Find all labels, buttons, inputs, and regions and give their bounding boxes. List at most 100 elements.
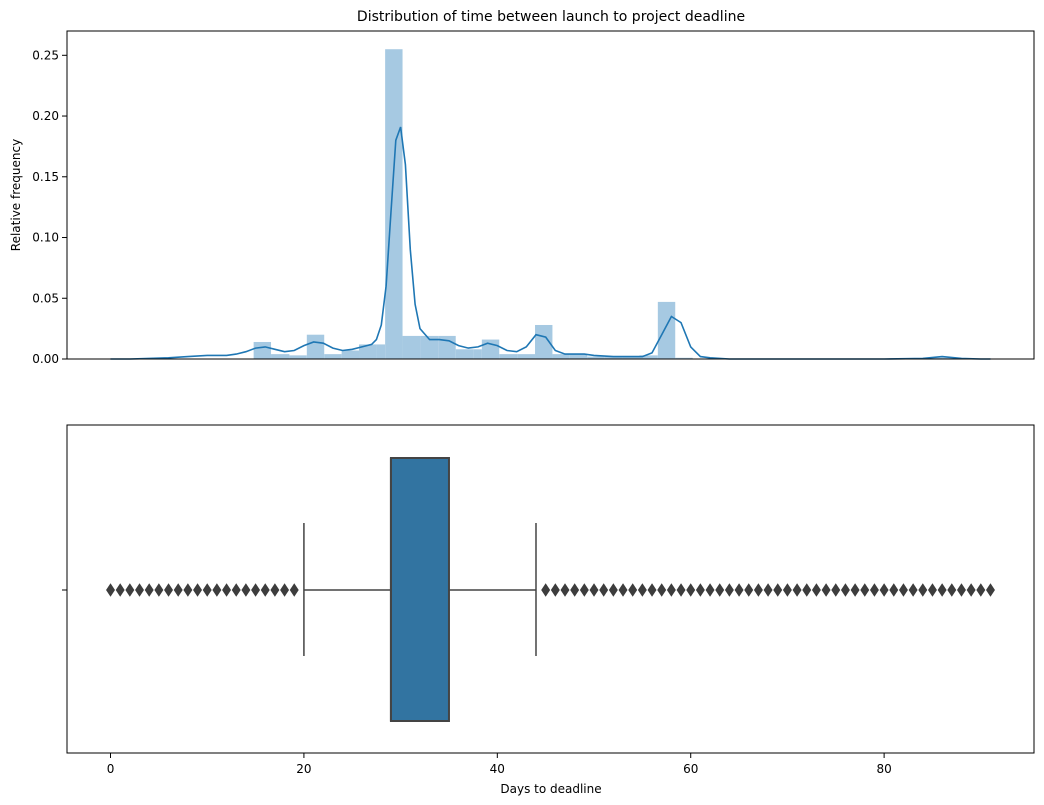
outlier-marker — [212, 583, 222, 597]
histogram-bar — [420, 335, 439, 359]
outlier-marker — [193, 583, 203, 597]
outlier-marker — [541, 583, 551, 597]
histogram-bar — [402, 335, 421, 359]
histogram-bar — [253, 341, 272, 359]
outlier-marker — [705, 583, 715, 597]
histogram-panel: Distribution of time between launch to p… — [9, 9, 1035, 366]
histogram-bar — [675, 357, 693, 359]
chart-title: Distribution of time between launch to p… — [357, 9, 745, 25]
outlier-marker — [115, 583, 125, 597]
outlier-marker — [608, 583, 618, 597]
y-tick-label: 0.05 — [32, 291, 59, 305]
outlier-marker — [183, 583, 193, 597]
outlier-marker — [135, 583, 145, 597]
outlier-marker — [154, 583, 164, 597]
histogram-bar — [481, 339, 500, 359]
x-axis-label: Days to deadline — [500, 782, 601, 796]
histogram-bar — [922, 357, 943, 359]
y-tick-label: 0.00 — [32, 352, 59, 366]
y-tick-label: 0.10 — [32, 231, 59, 245]
outlier-marker — [560, 583, 570, 597]
outlier-marker — [270, 583, 280, 597]
outlier-marker — [637, 583, 647, 597]
x-tick-label: 60 — [683, 762, 698, 776]
outlier-marker — [879, 583, 889, 597]
histogram-bar — [535, 324, 553, 359]
outlier-marker — [918, 583, 928, 597]
histogram-bar — [499, 354, 518, 359]
outlier-marker — [657, 583, 667, 597]
outlier-marker — [628, 583, 638, 597]
outlier-marker — [222, 583, 232, 597]
outlier-marker — [898, 583, 908, 597]
histogram-bar — [324, 354, 342, 359]
outlier-marker — [966, 583, 976, 597]
outlier-marker — [976, 583, 986, 597]
outlier-marker — [840, 583, 850, 597]
outlier-marker — [125, 583, 135, 597]
outlier-marker — [956, 583, 966, 597]
boxplot-panel: 0 20 40 60 80 Days to deadline — [62, 424, 1035, 796]
outlier-marker — [850, 583, 860, 597]
outlier-marker — [744, 583, 754, 597]
boxplot-plot-frame — [66, 424, 1035, 754]
histogram-bar — [385, 49, 403, 359]
outlier-marker — [927, 583, 937, 597]
boxplot-elements — [106, 457, 995, 722]
histogram-bar — [455, 349, 474, 359]
outlier-marker — [947, 583, 957, 597]
outlier-marker — [106, 583, 115, 597]
outlier-marker — [802, 583, 812, 597]
histogram-bar — [376, 344, 386, 359]
histogram-bar — [587, 356, 605, 359]
outlier-marker — [686, 583, 696, 597]
outlier-marker — [792, 583, 802, 597]
outlier-marker — [908, 583, 918, 597]
outlier-marker — [889, 583, 899, 597]
outlier-marker — [260, 583, 270, 597]
outlier-marker — [173, 583, 183, 597]
histogram-bar — [289, 355, 307, 359]
outlier-marker — [589, 583, 599, 597]
outlier-marker — [782, 583, 792, 597]
y-axis-label: Relative frequency — [9, 139, 23, 251]
outlier-marker — [251, 583, 261, 597]
y-tick-label: 0.20 — [32, 109, 59, 123]
outlier-marker — [869, 583, 879, 597]
histogram-bar — [271, 354, 290, 359]
outlier-marker — [695, 583, 705, 597]
outlier-marker — [579, 583, 589, 597]
y-axis-ticks: 0.00 0.05 0.10 0.15 0.20 0.25 — [32, 48, 67, 366]
histogram-bar — [569, 354, 588, 359]
outlier-marker — [202, 583, 212, 597]
outlier-marker — [860, 583, 870, 597]
histogram-bar — [639, 355, 658, 359]
outlier-marker — [599, 583, 609, 597]
x-tick-label: 20 — [296, 762, 311, 776]
outlier-marker — [753, 583, 763, 597]
outlier-marker — [280, 583, 290, 597]
outlier-marker — [773, 583, 783, 597]
outlier-marker — [618, 583, 628, 597]
outlier-marker — [724, 583, 734, 597]
y-tick-label: 0.15 — [32, 170, 59, 184]
histogram-plot-frame — [66, 30, 1035, 360]
x-tick-label: 40 — [490, 762, 505, 776]
x-tick-label: 0 — [107, 762, 115, 776]
outlier-marker — [164, 583, 174, 597]
histogram-bar — [604, 356, 623, 359]
outlier-marker — [763, 583, 773, 597]
outlier-marker — [821, 583, 831, 597]
y-tick-label: 0.25 — [32, 48, 59, 62]
outlier-marker — [811, 583, 821, 597]
outlier-marker — [570, 583, 580, 597]
outlier-marker — [231, 583, 241, 597]
outlier-marker — [715, 583, 725, 597]
histogram-bar — [622, 356, 640, 359]
histogram-bar — [473, 349, 482, 359]
outlier-marker — [241, 583, 251, 597]
kde-line — [110, 126, 991, 360]
iqr-box — [389, 457, 450, 722]
outlier-marker — [647, 583, 657, 597]
outlier-marker — [831, 583, 841, 597]
